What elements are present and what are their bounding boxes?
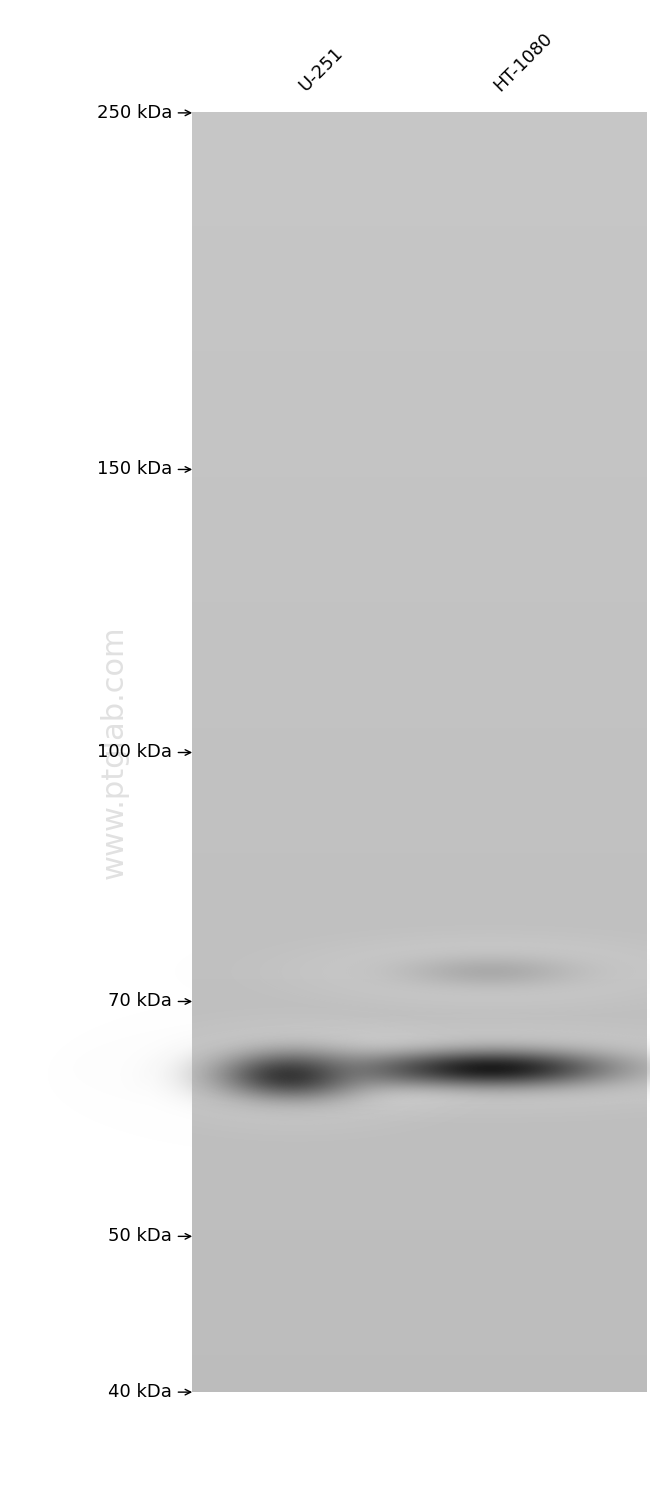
Text: 70 kDa: 70 kDa bbox=[109, 992, 172, 1010]
Text: 100 kDa: 100 kDa bbox=[98, 743, 172, 762]
Text: U-251: U-251 bbox=[296, 44, 346, 95]
Text: 50 kDa: 50 kDa bbox=[109, 1228, 172, 1245]
Text: HT-1080: HT-1080 bbox=[491, 29, 556, 95]
Text: 250 kDa: 250 kDa bbox=[97, 104, 172, 122]
Text: www.ptglab.com: www.ptglab.com bbox=[99, 626, 128, 879]
Text: 150 kDa: 150 kDa bbox=[97, 461, 172, 479]
Text: 40 kDa: 40 kDa bbox=[109, 1383, 172, 1401]
